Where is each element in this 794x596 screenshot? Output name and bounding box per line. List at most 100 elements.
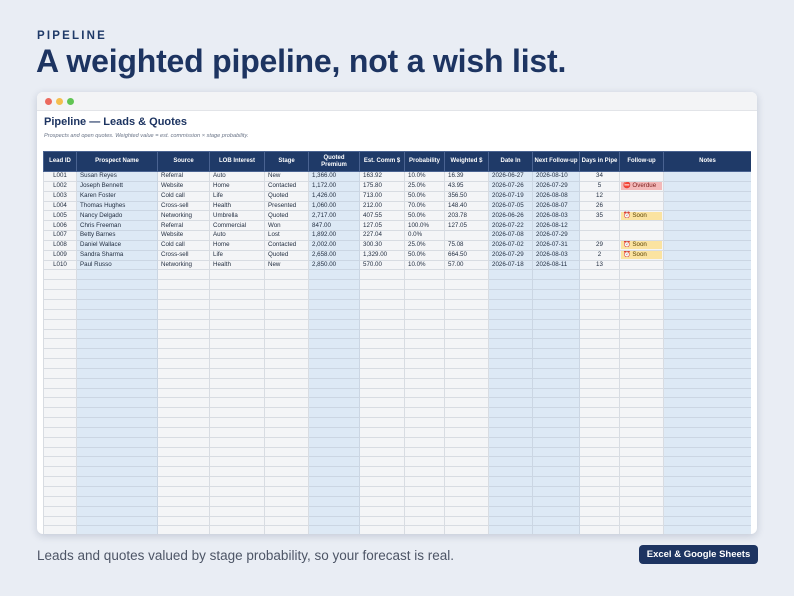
- empty-cell[interactable]: [43, 495, 77, 507]
- empty-cell[interactable]: [532, 495, 580, 507]
- empty-cell[interactable]: [209, 446, 265, 458]
- empty-cell[interactable]: [532, 505, 580, 517]
- empty-cell[interactable]: [157, 466, 210, 478]
- table-cell[interactable]: [619, 171, 664, 182]
- empty-cell[interactable]: [43, 525, 77, 534]
- empty-cell[interactable]: [209, 436, 265, 448]
- column-header[interactable]: Lead ID: [43, 151, 77, 172]
- empty-cell[interactable]: [619, 436, 664, 448]
- empty-cell[interactable]: [532, 436, 580, 448]
- table-cell[interactable]: Auto: [209, 230, 265, 241]
- empty-cell[interactable]: [663, 495, 751, 507]
- table-cell[interactable]: 2026-08-11: [532, 259, 580, 271]
- table-cell[interactable]: 50.0%: [404, 210, 445, 222]
- empty-cell[interactable]: [444, 515, 489, 527]
- empty-cell[interactable]: [663, 318, 751, 330]
- table-cell[interactable]: [663, 259, 751, 271]
- empty-cell[interactable]: [404, 446, 445, 458]
- empty-cell[interactable]: [359, 426, 405, 438]
- empty-cell[interactable]: [43, 397, 77, 409]
- empty-cell[interactable]: [663, 289, 751, 300]
- table-cell[interactable]: 1,426.00: [308, 190, 360, 202]
- empty-cell[interactable]: [76, 328, 158, 340]
- table-cell[interactable]: Thomas Hughes: [76, 200, 158, 212]
- table-cell[interactable]: 2026-08-03: [532, 249, 580, 261]
- empty-cell[interactable]: [308, 466, 360, 478]
- empty-cell[interactable]: [444, 436, 489, 448]
- empty-cell[interactable]: [76, 338, 158, 350]
- empty-cell[interactable]: [43, 338, 77, 350]
- table-cell[interactable]: 2,658.00: [308, 249, 360, 261]
- empty-cell[interactable]: [404, 338, 445, 350]
- table-cell[interactable]: Betty Barnes: [76, 230, 158, 241]
- empty-cell[interactable]: [308, 348, 360, 360]
- empty-cell[interactable]: [579, 318, 620, 330]
- table-cell[interactable]: 50.0%: [404, 190, 445, 202]
- empty-cell[interactable]: [532, 328, 580, 340]
- empty-cell[interactable]: [359, 417, 405, 428]
- empty-cell[interactable]: [76, 279, 158, 291]
- table-cell[interactable]: L001: [43, 171, 77, 182]
- column-header[interactable]: Quoted Premium: [308, 151, 360, 172]
- table-cell[interactable]: 2026-08-10: [532, 171, 580, 182]
- table-cell[interactable]: Cold call: [157, 239, 210, 251]
- empty-cell[interactable]: [264, 436, 309, 448]
- empty-cell[interactable]: [532, 338, 580, 350]
- empty-cell[interactable]: [488, 348, 533, 360]
- empty-cell[interactable]: [444, 466, 489, 478]
- empty-cell[interactable]: [43, 476, 77, 487]
- empty-cell[interactable]: [359, 456, 405, 468]
- table-cell[interactable]: 2026-07-29: [532, 180, 580, 192]
- empty-cell[interactable]: [43, 407, 77, 419]
- empty-cell[interactable]: [663, 426, 751, 438]
- empty-cell[interactable]: [359, 436, 405, 448]
- empty-cell[interactable]: [579, 367, 620, 379]
- table-cell[interactable]: 70.0%: [404, 200, 445, 212]
- empty-cell[interactable]: [488, 289, 533, 300]
- empty-cell[interactable]: [488, 269, 533, 281]
- column-header[interactable]: Date In: [488, 151, 533, 172]
- empty-cell[interactable]: [43, 515, 77, 527]
- empty-cell[interactable]: [579, 466, 620, 478]
- empty-cell[interactable]: [404, 417, 445, 428]
- empty-cell[interactable]: [619, 417, 664, 428]
- table-cell[interactable]: [579, 220, 620, 232]
- empty-cell[interactable]: [579, 417, 620, 428]
- table-cell[interactable]: 100.0%: [404, 220, 445, 232]
- empty-cell[interactable]: [663, 515, 751, 527]
- empty-cell[interactable]: [404, 328, 445, 340]
- empty-cell[interactable]: [579, 377, 620, 389]
- table-cell[interactable]: 2: [579, 249, 620, 261]
- empty-cell[interactable]: [264, 426, 309, 438]
- empty-cell[interactable]: [619, 515, 664, 527]
- empty-cell[interactable]: [308, 476, 360, 487]
- empty-cell[interactable]: [532, 348, 580, 360]
- empty-cell[interactable]: [404, 289, 445, 300]
- empty-cell[interactable]: [308, 358, 360, 369]
- empty-cell[interactable]: [308, 387, 360, 399]
- empty-cell[interactable]: [43, 348, 77, 360]
- empty-cell[interactable]: [308, 426, 360, 438]
- empty-cell[interactable]: [663, 298, 751, 310]
- empty-cell[interactable]: [264, 279, 309, 291]
- table-cell[interactable]: Health: [209, 200, 265, 212]
- table-cell[interactable]: 5: [579, 180, 620, 192]
- empty-cell[interactable]: [404, 466, 445, 478]
- table-cell[interactable]: L009: [43, 249, 77, 261]
- empty-cell[interactable]: [157, 436, 210, 448]
- table-cell[interactable]: Referral: [157, 220, 210, 232]
- table-cell[interactable]: Joseph Bennett: [76, 180, 158, 192]
- empty-cell[interactable]: [404, 486, 445, 497]
- empty-cell[interactable]: [157, 358, 210, 369]
- empty-cell[interactable]: [579, 486, 620, 497]
- empty-cell[interactable]: [157, 279, 210, 291]
- empty-cell[interactable]: [308, 377, 360, 389]
- empty-cell[interactable]: [404, 269, 445, 281]
- empty-cell[interactable]: [43, 289, 77, 300]
- empty-cell[interactable]: [264, 446, 309, 458]
- table-cell[interactable]: 26: [579, 200, 620, 212]
- empty-cell[interactable]: [264, 367, 309, 379]
- empty-cell[interactable]: [264, 358, 309, 369]
- empty-cell[interactable]: [76, 466, 158, 478]
- table-cell[interactable]: 2026-07-31: [532, 239, 580, 251]
